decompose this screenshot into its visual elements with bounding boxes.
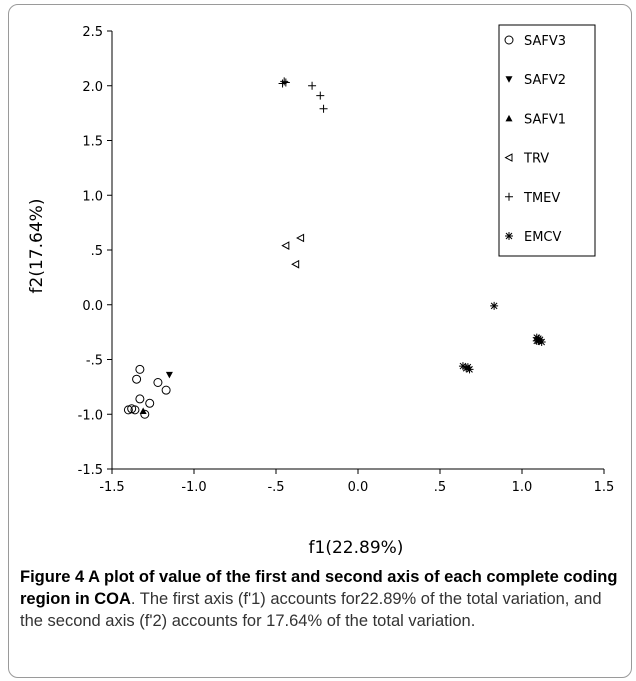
legend-label-emcv: EMCV	[524, 230, 562, 245]
series-trv	[281, 233, 305, 269]
y-tick-label: 2.0	[82, 80, 103, 95]
data-point-safv3	[135, 364, 145, 374]
data-point-safv3	[132, 374, 142, 384]
legend-marker-safv1	[505, 114, 513, 122]
x-tick-label: 1.0	[512, 480, 533, 495]
data-point-emcv	[463, 363, 472, 372]
legend: SAFV3 SAFV2 SAFV1 TRV TMEV EMCV	[498, 24, 596, 257]
data-point-safv2	[165, 371, 173, 379]
data-point-safv3	[135, 394, 145, 404]
legend-marker-safv2	[505, 76, 513, 83]
data-points	[123, 77, 546, 419]
legend-label-tmev: TMEV	[523, 191, 560, 206]
legend-label-safv3: SAFV3	[524, 34, 566, 49]
legend-label-trv: TRV	[523, 152, 549, 167]
y-tick-label: -1.5	[78, 463, 103, 478]
data-point-tmev	[280, 77, 289, 86]
legend-marker-safv3	[504, 35, 514, 45]
figure-frame	[8, 4, 632, 678]
x-tick-label: -1.5	[99, 480, 124, 495]
y-tick-label: -.5	[86, 354, 103, 369]
axes: 2.5 2.0 1.5 1.0 .5 0.0 -.5 -1.0 -1.5 -1.5 -1.0 -.5 0…	[78, 25, 615, 495]
y-tick-label: 0.0	[82, 299, 103, 314]
legend-marker-tmev	[505, 192, 513, 201]
legend-marker-trv	[504, 153, 513, 162]
y-axis-title: f2(17.64%)	[27, 199, 47, 294]
caption-body: . The first axis (f'1) accounts for22.89…	[20, 590, 602, 630]
legend-box	[498, 24, 596, 257]
series-safv2	[165, 371, 173, 379]
scatter-chart: 2.5 2.0 1.5 1.0 .5 0.0 -.5 -1.0 -1.5 -1.5 -1.0 -.5 0…	[27, 24, 615, 558]
x-tick-label: -.5	[267, 480, 284, 495]
data-point-tmev	[281, 78, 290, 87]
y-tick-label: .5	[91, 244, 103, 259]
x-tick-label: .5	[434, 480, 446, 495]
caption-title: Figure 4 A plot of value of the first an…	[20, 568, 618, 608]
data-point-safv3	[153, 377, 163, 387]
series-safv3	[123, 364, 171, 419]
data-point-emcv	[537, 337, 546, 346]
data-point-trv	[291, 259, 300, 269]
series-safv1	[139, 407, 147, 414]
x-tick-label: -1.0	[181, 480, 206, 495]
data-point-safv1	[139, 407, 147, 414]
data-point-safv3	[130, 405, 140, 415]
legend-label-safv2: SAFV2	[524, 73, 566, 88]
data-point-tmev	[308, 81, 317, 90]
y-tick-label: -1.0	[78, 408, 103, 423]
legend-label-safv1: SAFV1	[524, 112, 566, 127]
data-point-safv3	[145, 398, 155, 408]
series-tmev	[278, 77, 328, 113]
data-point-tmev	[319, 104, 328, 113]
y-tick-label: 1.0	[82, 189, 103, 204]
legend-marker-emcv	[505, 232, 513, 240]
data-point-safv3	[161, 385, 171, 395]
data-point-safv3	[123, 405, 133, 415]
x-tick-label: 0.0	[348, 480, 369, 495]
data-point-emcv	[532, 336, 541, 345]
x-tick-label: 1.5	[594, 480, 615, 495]
data-point-emcv	[458, 362, 467, 371]
data-point-tmev	[316, 91, 325, 100]
x-axis-title: f1(22.89%)	[309, 538, 404, 558]
y-tick-label: 1.5	[82, 135, 103, 150]
data-point-safv3	[140, 409, 150, 419]
y-tick-label: 2.5	[82, 25, 103, 40]
figure-caption: Figure 4 A plot of value of the first an…	[20, 566, 624, 632]
data-point-emcv	[490, 301, 499, 310]
data-point-trv	[296, 233, 305, 243]
data-point-trv	[281, 241, 290, 250]
series-emcv	[458, 301, 546, 374]
